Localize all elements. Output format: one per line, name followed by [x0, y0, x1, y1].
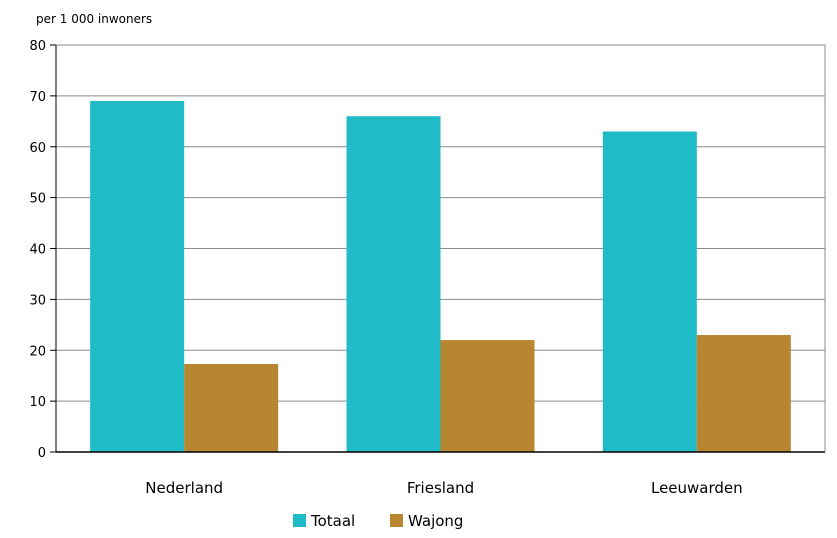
legend-label-wajong: Wajong [408, 512, 463, 530]
y-tick-label: 30 [29, 293, 46, 308]
bars [90, 100, 791, 453]
y-tick-label: 80 [29, 39, 46, 54]
axes [55, 45, 826, 453]
category-label: Nederland [145, 479, 223, 497]
legend-swatch-totaal [293, 514, 306, 527]
bar-totaal-leeuwarden [602, 131, 697, 453]
legend-swatch-wajong [390, 514, 403, 527]
bar-wajong-nederland [184, 363, 279, 452]
legend: Totaal Wajong [293, 512, 463, 530]
y-tick-label: 10 [29, 395, 46, 410]
category-labels: Nederland Friesland Leeuwarden [145, 479, 742, 497]
y-tick-label: 40 [29, 243, 46, 258]
bar-totaal-friesland [346, 116, 441, 452]
y-tick-label: 50 [29, 192, 46, 207]
y-tick-label: 0 [38, 446, 46, 461]
y-tick-label: 60 [29, 141, 46, 156]
category-label: Leeuwarden [651, 479, 743, 497]
bar-wajong-leeuwarden [696, 334, 791, 452]
bar-totaal-nederland [90, 100, 185, 453]
y-tick-labels: 0 10 20 30 40 50 60 70 80 [29, 39, 46, 461]
y-tick-label: 70 [29, 90, 46, 105]
bar-wajong-friesland [440, 340, 535, 452]
legend-label-totaal: Totaal [310, 512, 355, 530]
y-tick-label: 20 [29, 344, 46, 359]
y-axis-unit-label: per 1 000 inwoners [36, 12, 152, 26]
category-label: Friesland [407, 479, 474, 497]
